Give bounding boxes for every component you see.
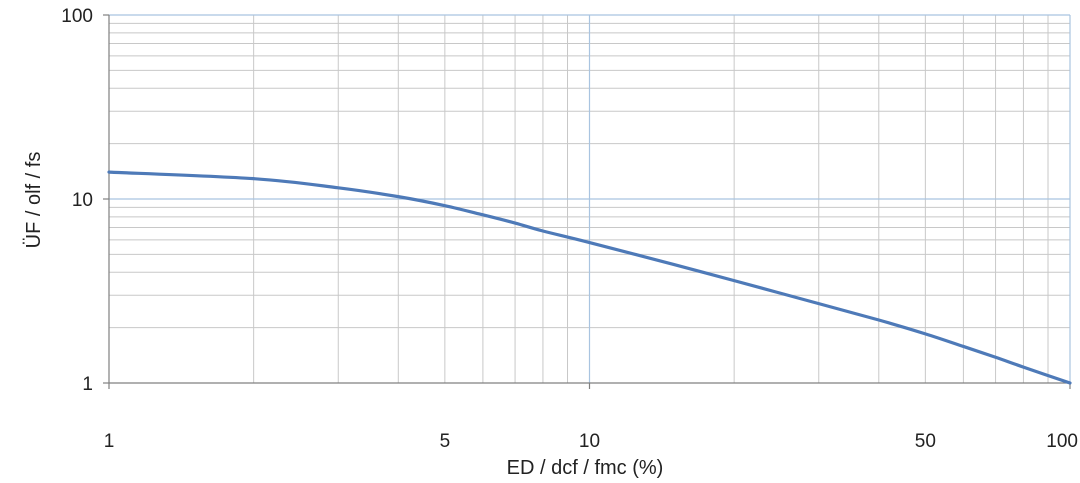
x-axis-title: ED / dcf / fmc (%) — [507, 457, 664, 479]
series-line — [107, 170, 1072, 385]
axes — [103, 14, 1071, 389]
x-tick-label: 100 — [1046, 431, 1078, 452]
y-tick-label: 1 — [82, 374, 93, 395]
tick-labels: 1 10 100 1 5 10 50 100 — [61, 6, 1078, 452]
series-layer — [107, 170, 1072, 385]
y-tick-label: 100 — [61, 6, 93, 27]
x-tick-label: 1 — [104, 431, 115, 452]
y-axis-title: ÜF / olf / fs — [23, 152, 45, 249]
x-tick-label: 5 — [440, 431, 451, 452]
y-tick-label: 10 — [72, 190, 93, 211]
x-tick-label: 10 — [579, 431, 600, 452]
x-tick-label: 50 — [915, 431, 936, 452]
grid — [109, 14, 1071, 383]
